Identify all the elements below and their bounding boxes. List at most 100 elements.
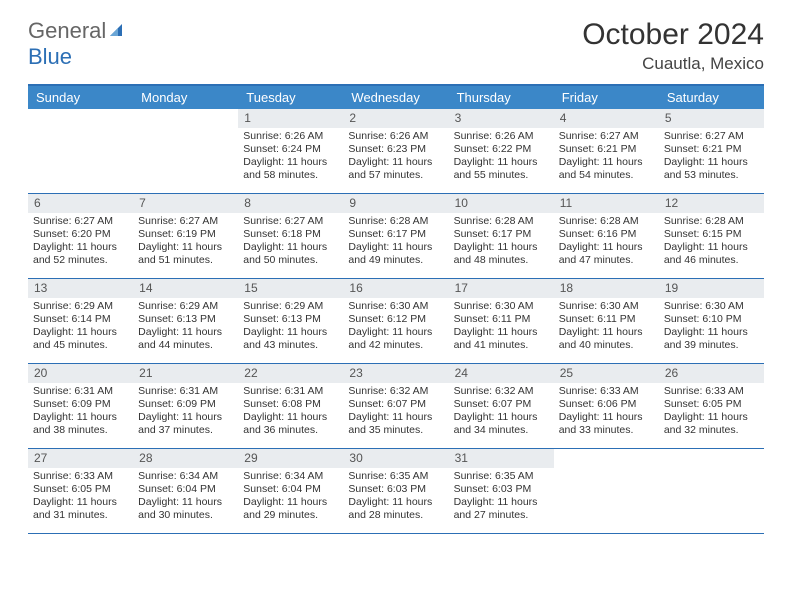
daylight-text-1: Daylight: 11 hours <box>33 411 128 424</box>
sunrise-text: Sunrise: 6:28 AM <box>348 215 443 228</box>
day-number: 7 <box>133 194 238 213</box>
sunset-text: Sunset: 6:13 PM <box>243 313 338 326</box>
daylight-text-1: Daylight: 11 hours <box>664 156 759 169</box>
sunrise-text: Sunrise: 6:28 AM <box>454 215 549 228</box>
daylight-text-2: and 35 minutes. <box>348 424 443 437</box>
daylight-text-1: Daylight: 11 hours <box>348 241 443 254</box>
sunset-text: Sunset: 6:07 PM <box>348 398 443 411</box>
daylight-text-1: Daylight: 11 hours <box>454 411 549 424</box>
day-cell: 10Sunrise: 6:28 AMSunset: 6:17 PMDayligh… <box>449 194 554 278</box>
day-number: 3 <box>449 109 554 128</box>
day-cell: 7Sunrise: 6:27 AMSunset: 6:19 PMDaylight… <box>133 194 238 278</box>
day-cell: 4Sunrise: 6:27 AMSunset: 6:21 PMDaylight… <box>554 109 659 193</box>
sunset-text: Sunset: 6:09 PM <box>138 398 233 411</box>
sunrise-text: Sunrise: 6:27 AM <box>33 215 128 228</box>
day-cell: 28Sunrise: 6:34 AMSunset: 6:04 PMDayligh… <box>133 449 238 533</box>
daylight-text-1: Daylight: 11 hours <box>348 156 443 169</box>
daylight-text-2: and 30 minutes. <box>138 509 233 522</box>
daylight-text-2: and 53 minutes. <box>664 169 759 182</box>
sunset-text: Sunset: 6:21 PM <box>559 143 654 156</box>
day-number: 28 <box>133 449 238 468</box>
sunset-text: Sunset: 6:13 PM <box>138 313 233 326</box>
day-number: 10 <box>449 194 554 213</box>
day-number: 22 <box>238 364 343 383</box>
day-header-row: SundayMondayTuesdayWednesdayThursdayFrid… <box>28 86 764 109</box>
calendar: SundayMondayTuesdayWednesdayThursdayFrid… <box>28 84 764 534</box>
day-cell <box>554 449 659 533</box>
daylight-text-2: and 58 minutes. <box>243 169 338 182</box>
daylight-text-1: Daylight: 11 hours <box>664 411 759 424</box>
day-number: 6 <box>28 194 133 213</box>
day-number: 24 <box>449 364 554 383</box>
sunrise-text: Sunrise: 6:27 AM <box>664 130 759 143</box>
week-row: 13Sunrise: 6:29 AMSunset: 6:14 PMDayligh… <box>28 279 764 364</box>
day-cell <box>28 109 133 193</box>
sunrise-text: Sunrise: 6:26 AM <box>348 130 443 143</box>
day-cell: 22Sunrise: 6:31 AMSunset: 6:08 PMDayligh… <box>238 364 343 448</box>
daylight-text-2: and 41 minutes. <box>454 339 549 352</box>
daylight-text-1: Daylight: 11 hours <box>243 496 338 509</box>
day-header: Friday <box>554 86 659 109</box>
daylight-text-1: Daylight: 11 hours <box>454 326 549 339</box>
brand-logo: GeneralBlue <box>28 18 126 70</box>
daylight-text-1: Daylight: 11 hours <box>559 241 654 254</box>
daylight-text-1: Daylight: 11 hours <box>454 241 549 254</box>
day-number: 2 <box>343 109 448 128</box>
daylight-text-2: and 44 minutes. <box>138 339 233 352</box>
day-number: 9 <box>343 194 448 213</box>
day-number: 15 <box>238 279 343 298</box>
day-number: 17 <box>449 279 554 298</box>
sunrise-text: Sunrise: 6:30 AM <box>348 300 443 313</box>
day-header: Monday <box>133 86 238 109</box>
daylight-text-2: and 38 minutes. <box>33 424 128 437</box>
day-cell: 19Sunrise: 6:30 AMSunset: 6:10 PMDayligh… <box>659 279 764 363</box>
sunset-text: Sunset: 6:20 PM <box>33 228 128 241</box>
daylight-text-2: and 42 minutes. <box>348 339 443 352</box>
day-number: 25 <box>554 364 659 383</box>
daylight-text-1: Daylight: 11 hours <box>348 411 443 424</box>
day-cell: 14Sunrise: 6:29 AMSunset: 6:13 PMDayligh… <box>133 279 238 363</box>
daylight-text-1: Daylight: 11 hours <box>559 156 654 169</box>
sunrise-text: Sunrise: 6:26 AM <box>243 130 338 143</box>
daylight-text-1: Daylight: 11 hours <box>138 411 233 424</box>
brand-name: GeneralBlue <box>28 18 126 70</box>
sunset-text: Sunset: 6:14 PM <box>33 313 128 326</box>
sunrise-text: Sunrise: 6:34 AM <box>243 470 338 483</box>
daylight-text-1: Daylight: 11 hours <box>559 326 654 339</box>
day-cell: 3Sunrise: 6:26 AMSunset: 6:22 PMDaylight… <box>449 109 554 193</box>
sunset-text: Sunset: 6:10 PM <box>664 313 759 326</box>
day-cell: 11Sunrise: 6:28 AMSunset: 6:16 PMDayligh… <box>554 194 659 278</box>
day-header: Thursday <box>449 86 554 109</box>
daylight-text-2: and 27 minutes. <box>454 509 549 522</box>
day-number: 14 <box>133 279 238 298</box>
day-number: 18 <box>554 279 659 298</box>
sunrise-text: Sunrise: 6:34 AM <box>138 470 233 483</box>
sunrise-text: Sunrise: 6:33 AM <box>559 385 654 398</box>
daylight-text-2: and 40 minutes. <box>559 339 654 352</box>
daylight-text-1: Daylight: 11 hours <box>33 326 128 339</box>
sunrise-text: Sunrise: 6:31 AM <box>138 385 233 398</box>
day-header: Wednesday <box>343 86 448 109</box>
daylight-text-1: Daylight: 11 hours <box>348 326 443 339</box>
day-cell: 20Sunrise: 6:31 AMSunset: 6:09 PMDayligh… <box>28 364 133 448</box>
title-block: October 2024 Cuautla, Mexico <box>582 18 764 74</box>
day-cell: 12Sunrise: 6:28 AMSunset: 6:15 PMDayligh… <box>659 194 764 278</box>
sunset-text: Sunset: 6:15 PM <box>664 228 759 241</box>
sunrise-text: Sunrise: 6:28 AM <box>559 215 654 228</box>
daylight-text-2: and 29 minutes. <box>243 509 338 522</box>
sunset-text: Sunset: 6:03 PM <box>454 483 549 496</box>
day-cell: 13Sunrise: 6:29 AMSunset: 6:14 PMDayligh… <box>28 279 133 363</box>
day-cell: 24Sunrise: 6:32 AMSunset: 6:07 PMDayligh… <box>449 364 554 448</box>
sunset-text: Sunset: 6:23 PM <box>348 143 443 156</box>
day-number: 26 <box>659 364 764 383</box>
daylight-text-1: Daylight: 11 hours <box>243 156 338 169</box>
sunset-text: Sunset: 6:12 PM <box>348 313 443 326</box>
sunrise-text: Sunrise: 6:35 AM <box>348 470 443 483</box>
day-number: 21 <box>133 364 238 383</box>
sunset-text: Sunset: 6:04 PM <box>243 483 338 496</box>
daylight-text-1: Daylight: 11 hours <box>559 411 654 424</box>
daylight-text-1: Daylight: 11 hours <box>454 496 549 509</box>
month-title: October 2024 <box>582 18 764 52</box>
sunrise-text: Sunrise: 6:29 AM <box>33 300 128 313</box>
sunrise-text: Sunrise: 6:31 AM <box>243 385 338 398</box>
